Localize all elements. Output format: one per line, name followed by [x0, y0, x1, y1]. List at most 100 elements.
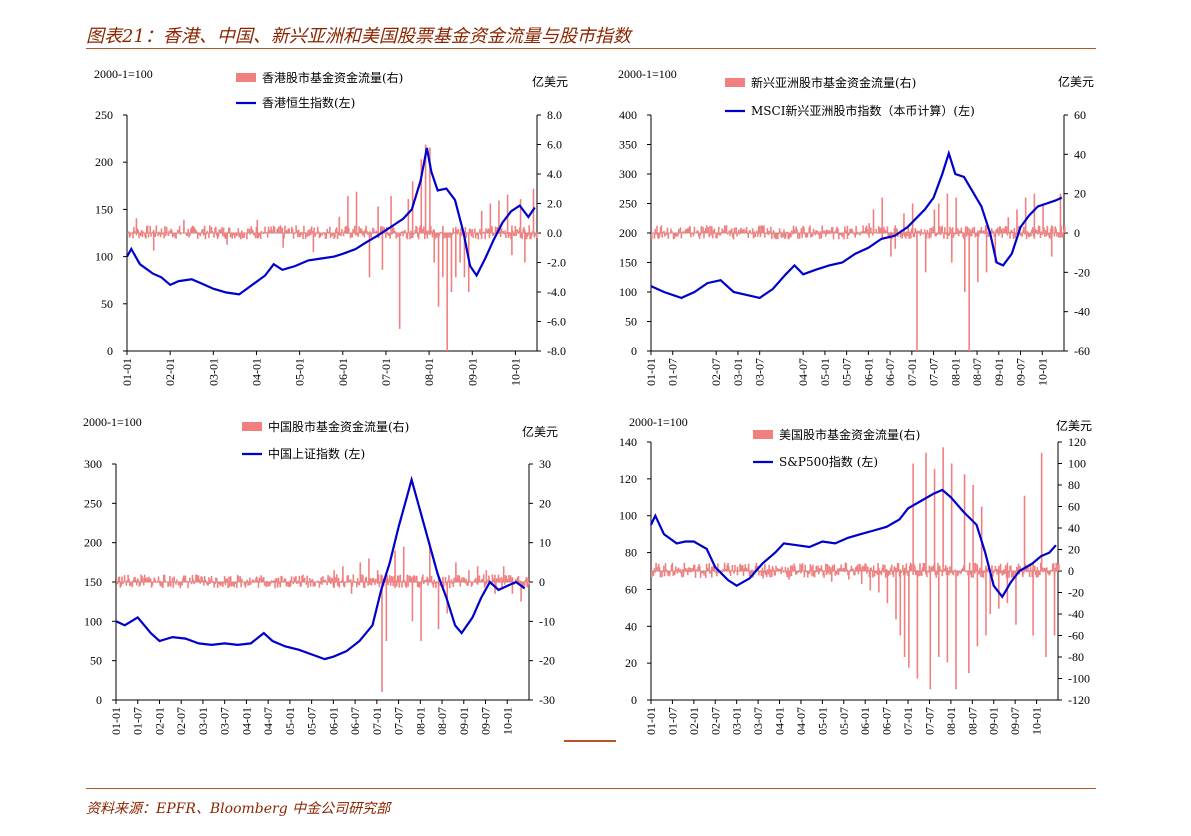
flow-bar-minor — [164, 226, 166, 233]
flow-bar-minor — [865, 225, 868, 233]
flow-bar-minor — [859, 564, 861, 571]
flow-bar-minor — [840, 233, 843, 236]
flow-bar-minor — [267, 226, 270, 233]
flow-bar-minor — [476, 582, 479, 585]
flow-bar-minor — [880, 571, 883, 576]
flow-bar-minor — [351, 233, 354, 238]
flow-bar-minor — [369, 582, 371, 585]
x-tick-label: 09-01 — [465, 358, 479, 386]
legend-bar-label: 新兴亚洲股市基金资金流量(右) — [751, 75, 916, 90]
flow-bar-minor — [537, 232, 539, 233]
flow-bar-minor — [126, 580, 129, 582]
flow-bar-minor — [1009, 566, 1011, 571]
flow-bar-minor — [891, 571, 894, 575]
flow-bar-minor — [252, 579, 255, 582]
flow-bar-minor — [872, 565, 875, 571]
flow-bar-minor — [336, 582, 339, 587]
flow-bar-minor — [237, 576, 240, 582]
flow-bar-minor — [657, 563, 660, 571]
flow-bar-minor — [873, 571, 876, 577]
flow-bar-minor — [301, 575, 303, 582]
flow-bar-minor — [746, 233, 749, 235]
flow-bar-minor — [658, 233, 661, 237]
right-tick-label: 20 — [1074, 187, 1086, 201]
flow-bar-minor — [790, 233, 792, 238]
flow-bar-minor — [217, 233, 220, 238]
flow-bar-minor — [785, 571, 788, 575]
flow-bar — [803, 227, 805, 233]
flow-bar-minor — [1063, 229, 1065, 233]
flow-bar-minor — [794, 232, 797, 233]
flow-bar-minor — [1056, 233, 1058, 237]
flow-bar-minor — [289, 582, 292, 586]
flow-bar-minor — [992, 571, 994, 577]
flow-bar-minor — [684, 568, 687, 571]
flow-bar-minor — [262, 579, 264, 582]
flow-bar-minor — [464, 582, 467, 584]
flow-bar-minor — [992, 230, 995, 233]
flow-bar-minor — [366, 581, 369, 582]
right-tick-label: -40 — [1068, 607, 1084, 621]
flow-bar-minor — [170, 581, 173, 582]
flow-bar-minor — [499, 233, 502, 237]
flow-bar-minor — [800, 571, 802, 574]
flow-bar-minor — [131, 582, 134, 588]
flow-bar-minor — [830, 227, 833, 233]
flow-bar-minor — [154, 233, 157, 237]
flow-bar-minor — [321, 233, 323, 236]
flow-bar-minor — [1041, 233, 1043, 236]
flow-bar-minor — [520, 233, 523, 238]
flow-bar-minor — [810, 566, 812, 571]
flow-bar-minor — [473, 228, 476, 233]
flow-bar-minor — [187, 582, 189, 589]
flow-bar-minor — [984, 570, 986, 571]
flow-bar-minor — [1015, 233, 1017, 235]
right-tick-label: 30 — [539, 457, 551, 471]
flow-bar-minor — [662, 571, 664, 572]
flow-bar-minor — [789, 565, 792, 571]
flow-bar-minor — [664, 563, 667, 571]
flow-bar-minor — [976, 564, 979, 571]
flow-bar-minor — [687, 228, 690, 233]
flow-bar-minor — [796, 229, 798, 233]
flow-bar-minor — [918, 571, 920, 577]
flow-bar-minor — [354, 225, 356, 233]
flow-bar-minor — [791, 233, 794, 235]
flow-bar-minor — [245, 233, 247, 234]
flow-bar-minor — [395, 580, 397, 582]
flow-bar-minor — [353, 580, 355, 582]
flow-bar-minor — [528, 225, 530, 233]
flow-bar-minor — [884, 564, 886, 571]
flow-bar-minor — [397, 233, 399, 238]
flow-bar-minor — [178, 582, 181, 585]
x-tick-label: 10-01 — [508, 358, 522, 386]
flow-bar-minor — [355, 233, 358, 235]
flow-bar-minor — [932, 226, 935, 233]
flow-bar-minor — [307, 230, 309, 233]
flow-bar-minor — [391, 576, 394, 582]
flow-bar-minor — [495, 229, 498, 233]
flow-bar-minor — [779, 231, 782, 233]
flow-bar-minor — [675, 233, 677, 237]
index-line — [115, 475, 526, 661]
flow-bar-minor — [522, 582, 525, 589]
flow-bar-minor — [142, 577, 144, 582]
flow-bar-minor — [830, 567, 832, 571]
flow-bar-minor — [957, 571, 960, 575]
flow-bar-minor — [1030, 233, 1032, 237]
flow-bar-minor — [528, 582, 530, 585]
flow-bar-minor — [378, 582, 381, 588]
flow-bar-minor — [447, 580, 449, 582]
flow-bar-minor — [905, 231, 908, 233]
flow-bar — [256, 219, 259, 233]
flow-bar-minor — [364, 229, 366, 233]
flow-bar-minor — [183, 577, 186, 582]
flow-bar-minor — [674, 571, 676, 575]
flow-bar-minor — [736, 233, 738, 237]
flow-bar-minor — [135, 580, 137, 582]
flow-bar-minor — [144, 578, 147, 582]
flow-bar — [1032, 571, 1034, 636]
flow-bar-minor — [479, 229, 481, 233]
flow-bar — [1016, 209, 1018, 233]
flow-bar-minor — [255, 576, 258, 582]
